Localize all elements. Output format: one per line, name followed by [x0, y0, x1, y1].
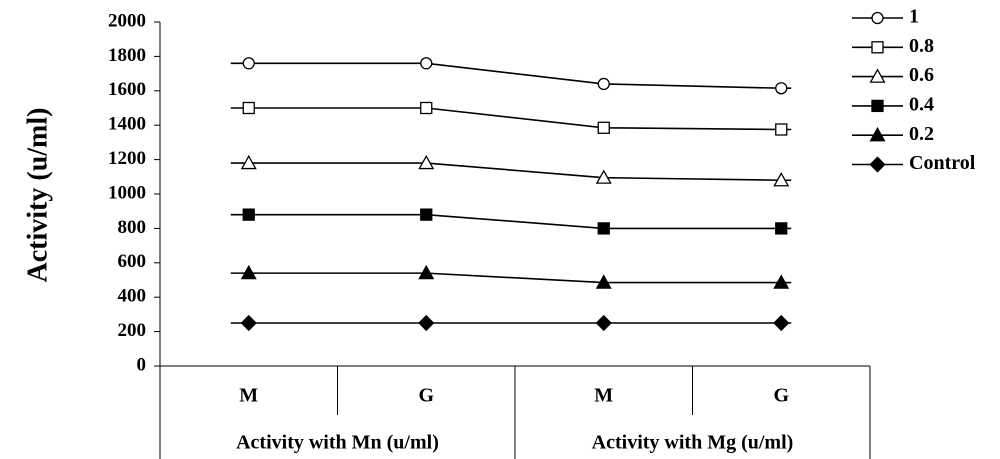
y-axis-ticks: 0 200 400 600 800 1000 1200 1400 1600 1800 2000: [108, 10, 160, 375]
data-point: [242, 208, 255, 221]
y-tick-label: 2000: [108, 10, 146, 31]
legend-marker: [871, 99, 884, 113]
data-point: [595, 169, 612, 184]
legend: 1 0.8 0.6 0.4 0.2 Control: [852, 6, 976, 174]
y-tick-label: 600: [118, 251, 147, 272]
y-tick-label: 1600: [108, 79, 146, 100]
x-axis-categories: Activity with Mn (u/ml) Activity with Mg …: [236, 366, 871, 459]
data-point: [418, 264, 435, 280]
data-point: [418, 314, 435, 332]
data-point: [418, 154, 435, 170]
legend-item-0-2: 0.2: [852, 123, 934, 145]
data-point: [240, 264, 257, 280]
legend-label: 0.4: [909, 93, 934, 115]
legend-label: Control: [909, 152, 976, 174]
series-0-6: [230, 154, 792, 187]
data-point: [595, 274, 612, 289]
legend-label: 0.6: [909, 64, 934, 86]
legend-item-0-4: 0.4: [852, 93, 934, 115]
legend-item-0-8: 0.8: [852, 35, 934, 57]
series-0-2: [230, 264, 792, 289]
data-point: [420, 101, 433, 115]
series-line: [230, 62, 792, 90]
legend-label: 0.8: [909, 35, 934, 57]
series-line: [230, 213, 792, 230]
series-line: [230, 162, 792, 182]
y-tick-label: 1000: [108, 182, 146, 203]
series-0-4: [230, 208, 792, 235]
series-0-8: [230, 101, 792, 136]
group-label: Activity with Mg (u/ml): [592, 432, 794, 454]
y-axis-title: Activity (u/ml): [22, 108, 53, 283]
data-point: [775, 222, 788, 235]
y-tick-label: 0: [137, 354, 147, 375]
x-category-label: G: [418, 385, 434, 407]
data-point: [773, 314, 790, 332]
legend-marker: [869, 68, 886, 83]
data-point: [242, 57, 255, 70]
data-point: [773, 172, 790, 187]
x-category-label: G: [773, 385, 789, 407]
data-point: [775, 82, 788, 95]
legend-marker: [871, 41, 884, 54]
data-point: [420, 208, 433, 221]
series-line: [230, 107, 792, 131]
y-tick-label: 1200: [108, 148, 146, 169]
series-layer: [230, 57, 792, 332]
y-tick-label: 800: [118, 217, 147, 238]
y-tick-label: 1400: [108, 114, 146, 135]
data-point: [240, 154, 257, 170]
legend-item-0-6: 0.6: [852, 64, 934, 86]
data-point: [597, 77, 610, 91]
legend-label: 1: [909, 6, 919, 28]
legend-item-1: 1: [852, 6, 919, 28]
series-line: [230, 272, 792, 284]
legend-marker: [869, 126, 886, 142]
data-point: [595, 314, 612, 332]
legend-label: 0.2: [909, 123, 934, 145]
group-label: Activity with Mn (u/ml): [236, 432, 439, 454]
x-category-label: M: [594, 385, 613, 407]
x-category-label: M: [239, 385, 258, 407]
series-control: [230, 314, 792, 332]
y-tick-label: 200: [118, 320, 147, 341]
y-tick-label: 1800: [108, 45, 146, 66]
data-point: [242, 101, 255, 115]
data-point: [773, 274, 790, 289]
series-1: [230, 57, 792, 95]
legend-item-control: Control: [852, 152, 976, 174]
data-point: [597, 121, 610, 134]
data-point: [775, 123, 788, 136]
legend-marker: [871, 11, 884, 25]
data-point: [420, 57, 433, 70]
y-tick-label: 400: [118, 286, 147, 307]
data-point: [597, 222, 610, 235]
data-point: [240, 314, 257, 332]
legend-marker: [869, 156, 886, 173]
